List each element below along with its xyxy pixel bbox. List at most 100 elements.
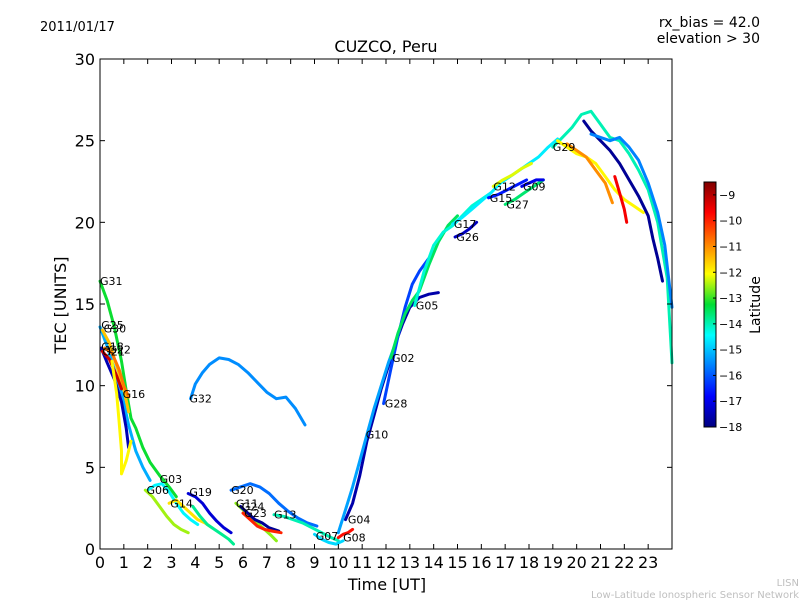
y-tick-label: 10 [75,377,95,396]
tec-series-9 [143,488,190,535]
tec-series-11 [186,492,233,535]
chart-title: CUZCO, Peru [334,37,437,56]
tec-series-15 [239,505,281,533]
satellite-label: G26 [456,231,479,244]
x-tick-label: 3 [166,553,176,572]
x-tick-label: 14 [423,553,443,572]
x-tick-label: 21 [590,553,610,572]
colorbar-tick-label: −16 [719,369,742,382]
tec-series-23 [389,214,459,360]
satellite-label: G10 [366,429,389,442]
satellite-label: G14 [170,497,193,510]
tec-series-0 [98,279,178,499]
colorbar-tick-label: −17 [719,395,742,408]
tec-series-24 [413,191,493,308]
colorbar-tick-label: −13 [719,292,742,305]
tec-series-8 [146,482,200,526]
x-tick-label: 10 [328,553,348,572]
satellite-label: G05 [416,300,439,313]
satellite-label: G15 [490,192,513,205]
x-tick-label: 12 [376,553,396,572]
satellite-label: G17 [454,218,477,231]
x-tick-label: 11 [352,553,372,572]
series-layer [98,109,674,546]
x-axis-label: Time [UT] [347,575,426,594]
satellite-label: G16 [123,388,146,401]
satellite-label: G18 [101,341,124,354]
colorbar-tick-label: −18 [719,421,742,434]
x-tick-label: 16 [471,553,491,572]
y-tick-label: 20 [75,213,95,232]
satellite-label: G30 [104,323,127,336]
tec-series-18 [313,532,345,546]
y-tick-label: 30 [75,50,95,69]
x-tick-label: 13 [400,553,420,572]
date-label: 2011/01/17 [40,20,115,35]
x-axis: 0 1 2 3 4 5 6 7 8 9 10 11 12 13 14 15 16 17 18 19 20 21 22 23 [95,59,658,572]
satellite-label: G03 [160,473,183,486]
tec-series-34 [565,142,614,205]
tec-series-25 [453,220,479,239]
satellite-label: G02 [392,352,415,365]
satellite-label: G09 [523,180,546,193]
colorbar-tick-label: −9 [719,189,735,202]
tec-series-3 [99,346,131,450]
satellite-label: G21 [102,345,125,358]
y-axis-label: TEC [UNITS] [51,257,70,355]
credit-line-1: LISN [777,578,799,589]
satellite-label: G28 [385,398,408,411]
satellite-label: G13 [274,509,297,522]
tec-series-35 [613,175,629,224]
satellite-label: G24 [242,501,265,514]
y-tick-label: 0 [85,540,95,559]
tec-series-7 [189,356,307,427]
satellite-label: G12 [493,180,516,193]
tec-series-22 [382,250,436,406]
colorbar-tick-label: −11 [719,240,742,253]
satellite-label: G08 [343,532,366,545]
x-tick-label: 2 [143,553,153,572]
y-tick-label: 15 [75,295,95,314]
tec-series-28 [491,162,533,188]
satellite-label: G23 [244,507,267,520]
satellite-label: G11 [236,497,259,510]
satellite-label: G04 [348,514,371,527]
x-tick-label: 5 [214,553,224,572]
colorbar-label: Latitude [748,276,764,334]
y-tick-label: 25 [75,132,95,151]
satellite-label: G32 [189,393,212,406]
rx-bias-label: rx_bias = 42.0 [659,15,760,31]
satellite-label: G19 [189,486,212,499]
tec-series-17 [272,513,340,543]
tec-series-5 [103,346,131,399]
tec-series-36 [589,132,674,309]
x-tick-label: 1 [119,553,129,572]
satellite-label: G07 [316,530,339,543]
x-tick-label: 15 [447,553,467,572]
y-axis: 0 5 10 15 20 25 30 [75,50,672,559]
colorbar-tick-label: −15 [719,344,742,357]
tec-series-13 [229,482,319,528]
satellite-label: G22 [108,344,131,357]
x-tick-label: 20 [566,553,586,572]
tec-series-21 [336,341,397,535]
satellite-label: G27 [506,198,529,211]
x-tick-label: 4 [190,553,200,572]
tec-series-19 [336,527,355,540]
x-tick-label: 17 [495,553,515,572]
satellite-label: G25 [101,319,124,332]
satellite-label: G06 [147,484,170,497]
colorbar-tick-label: −10 [719,215,742,228]
tec-series-12 [191,505,235,546]
satellite-label: G31 [100,275,123,288]
credit-line-2: Low-Latitude Ionospheric Sensor Network [591,590,799,600]
tec-series-32 [556,139,645,214]
x-tick-label: 22 [614,553,634,572]
tec-series-27 [487,178,529,200]
x-tick-label: 18 [519,553,539,572]
x-tick-label: 0 [95,553,105,572]
tec-series-29 [503,178,545,206]
x-tick-label: 9 [309,553,319,572]
